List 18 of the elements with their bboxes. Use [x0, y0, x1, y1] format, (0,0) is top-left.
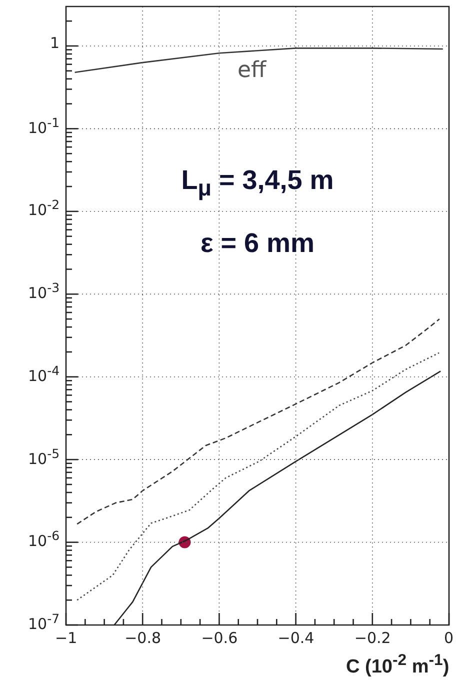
x-tick-label: −0.4: [278, 629, 314, 647]
y-tick-label: 10$^{-5}$: [28, 446, 60, 468]
x-axis-title: C (10$^{-2}$ m$^{-1}$): [346, 652, 450, 678]
line-series: [76, 352, 440, 601]
x-tick-label: −0.6: [201, 629, 238, 647]
x-tick-label: −0.8: [124, 629, 162, 647]
x-tick-label: −0.2: [354, 629, 391, 647]
y-tick-label: 10$^{-1}$: [28, 114, 60, 137]
y-tick-label: 10$^{-2}$: [28, 197, 60, 220]
y-tick-label: 10$^{-6}$: [28, 528, 60, 550]
annotation: eff: [238, 58, 266, 83]
annotation: L$_{μ}$ = 3,4,5 m: [181, 165, 334, 202]
x-tick-label: 0: [444, 629, 454, 647]
y-tick-label: 1: [50, 34, 60, 52]
line-series: [76, 318, 440, 525]
y-tick-label: 10$^{-4}$: [28, 362, 60, 385]
annotation: ε = 6 mm: [200, 228, 315, 259]
y-tick-label: 10$^{-3}$: [28, 280, 60, 302]
